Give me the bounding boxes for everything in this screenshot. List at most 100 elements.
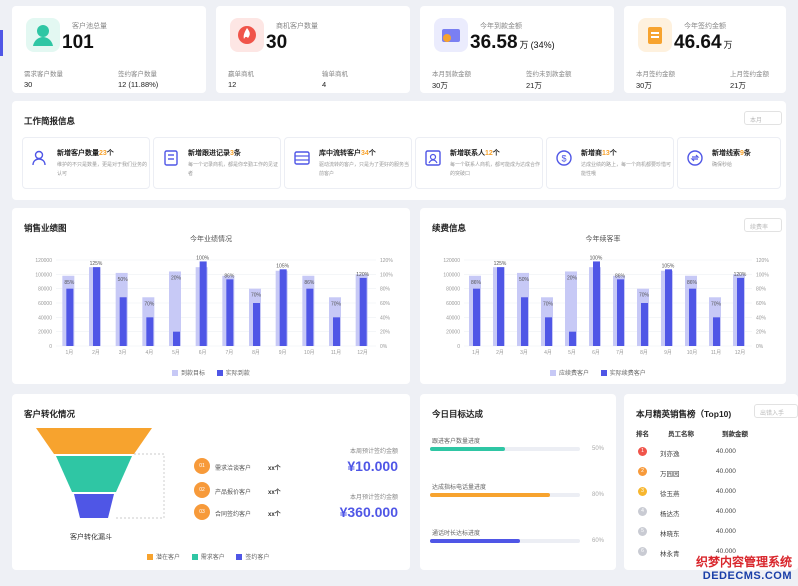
x-tick-label: 11月: [711, 350, 721, 356]
sync-icon: [687, 150, 703, 166]
sales-chart-panel: 销售业绩图 今年业绩情况 0 0% 20000 20% 40000 40% 60000 60%…: [12, 208, 410, 384]
work-item-title: 新增客户数量23个: [57, 150, 114, 157]
rank-medal-icon: 1: [638, 447, 647, 456]
funnel-stage-row: 02 产品报价客户 xx个: [194, 482, 304, 498]
renew-chart-panel: 续费信息 续费率 今年续客率 0 0% 20000 20% 40000 40% 60000 6…: [420, 208, 786, 384]
work-item-title: 新增线索9条: [712, 150, 751, 157]
rank-medal-icon: 2: [638, 467, 647, 476]
month-expected-amount: ¥360.000: [339, 504, 398, 520]
table-row[interactable]: 5 林晓东 40.000: [624, 522, 798, 542]
bar-actual: [119, 297, 127, 346]
data-label: 20%: [171, 275, 182, 281]
period-select[interactable]: 本月: [744, 111, 782, 125]
bar-actual: [689, 288, 696, 346]
kpi-sub-label: 需求客户数量: [24, 71, 63, 78]
kpi-title: 商机客户数量: [276, 23, 318, 30]
kpi-sub-value: 30: [24, 80, 33, 89]
y2-tick-label: 80%: [380, 287, 391, 293]
y2-tick-label: 100%: [380, 272, 393, 278]
y2-tick-label: 120%: [380, 258, 393, 264]
payment-amount: 40.000: [716, 548, 736, 555]
work-brief-panel: 工作简报信息 本月 新增客户数量23个 维护的不只是数量，更是对于我们业务的认可…: [12, 101, 786, 200]
data-label: 100%: [590, 255, 603, 261]
bar-target: [169, 271, 181, 346]
x-tick-label: 5月: [568, 350, 576, 356]
data-label: 125%: [90, 261, 103, 267]
chart-title: 今年续客率: [585, 236, 621, 243]
bar-target: [565, 271, 577, 346]
payment-amount: 40.000: [716, 468, 736, 475]
employee-name: 林永青: [660, 551, 680, 558]
data-label: 86%: [687, 280, 698, 286]
bar-actual: [173, 331, 180, 346]
work-item-title: 库中流转客户34个: [319, 150, 376, 157]
work-item-new-deals[interactable]: $ 新增商13个 达成业绩的路上，每一个商机都要珍惜可能性哦: [546, 137, 674, 189]
work-item-follow-records[interactable]: 新增跟进记录3条 每一个记录商机，都是你辛勤工作的见证者: [153, 137, 281, 189]
data-label: 70%: [144, 301, 155, 307]
x-tick-label: 1月: [472, 350, 480, 356]
kpi-title: 今年签约金额: [684, 23, 726, 30]
work-item-new-contacts[interactable]: 新增联系人12个 每一个联系人商机，都可能成为达成合作的突破口: [415, 137, 543, 189]
kpi-card-customer-pool: 客户池总量 101 需求客户数量 30 签约客户数量 12 (11.88%): [12, 6, 206, 93]
x-tick-label: 3月: [520, 350, 528, 356]
x-tick-label: 12月: [357, 350, 368, 356]
kpi-card-opportunity: 商机客户数量 30 赢单商机 12 输单商机 4: [216, 6, 410, 93]
section-title: 工作简报信息: [24, 116, 76, 126]
data-label: 50%: [519, 277, 530, 283]
kpi-value: 101: [62, 32, 94, 53]
funnel-stage-row: 03 合同签约客户 xx个: [194, 504, 304, 520]
employee-name: 杨达杰: [660, 511, 680, 518]
bar-actual: [199, 261, 207, 346]
x-tick-label: 12月: [735, 350, 746, 356]
work-item-new-leads[interactable]: 新增线索9条 确保秒给: [677, 137, 781, 189]
wallet-icon: [434, 18, 468, 52]
x-tick-label: 5月: [172, 350, 180, 356]
table-row[interactable]: 3 徐玉燕 40.000: [624, 482, 798, 502]
y-tick-label: 80000: [38, 287, 52, 293]
chart-legend: 到款目标 实际到款: [162, 368, 250, 377]
payment-amount: 40.000: [716, 508, 736, 515]
kpi-title: 客户池总量: [72, 23, 107, 30]
rank-medal-icon: 5: [638, 527, 647, 536]
table-row[interactable]: 1 刘亦逸 40.000: [624, 442, 798, 462]
x-tick-label: 9月: [279, 350, 287, 356]
bar-actual: [641, 303, 648, 346]
x-tick-label: 10月: [687, 350, 698, 356]
work-item-title: 新增联系人12个: [450, 150, 500, 157]
payment-amount: 40.000: [716, 448, 736, 455]
chart-title: 今年业绩情况: [190, 236, 232, 243]
ranking-select[interactable]: 出错入手: [754, 404, 798, 418]
bar-actual: [665, 269, 672, 346]
work-item-flow-customers[interactable]: 库中流转客户34个 驱动流转的客户，只是为了更好的服务当前客户: [284, 137, 412, 189]
table-row[interactable]: 4 杨达杰 40.000: [624, 502, 798, 522]
x-tick-label: 8月: [640, 350, 648, 356]
data-label: 105%: [276, 263, 289, 269]
x-tick-label: 6月: [592, 350, 600, 356]
bar-actual: [713, 317, 720, 346]
kpi-sub-value: 4: [322, 80, 327, 89]
bar-actual: [306, 288, 314, 346]
conversion-panel: 客户转化情况 客户转化漏斗 01 需求洽谈客户 xx个 02 产品报价客户 xx…: [12, 394, 410, 570]
kpi-value: 46.64 万: [674, 32, 733, 53]
renew-select[interactable]: 续费率: [744, 218, 782, 232]
data-label: 70%: [711, 301, 722, 307]
y2-tick-label: 80%: [756, 287, 767, 293]
x-tick-label: 3月: [119, 350, 127, 356]
kpi-sub-label: 本月签约金额: [636, 71, 675, 78]
fire-icon: [230, 18, 264, 52]
table-row[interactable]: 6 林永青 40.000: [624, 542, 798, 562]
table-row[interactable]: 2 万园园 40.000: [624, 462, 798, 482]
work-item-new-customers[interactable]: 新增客户数量23个 维护的不只是数量，更是对于我们业务的认可: [22, 137, 150, 189]
goal-label: 通话时长达标进度: [432, 531, 481, 537]
kpi-sub-value: 12 (11.88%): [118, 80, 159, 89]
kpi-sub-label: 签约客户数量: [118, 71, 157, 78]
work-item-desc: 维护的不只是数量，更是对于我们业务的认可: [57, 162, 148, 177]
kpi-card-payment: 今年到款金额 36.58 万 (34%) 本月到款金额 30万 签约未到款金额 21…: [420, 6, 614, 93]
funnel-legend: 潜在客户 需求客户 签约客户: [137, 552, 269, 561]
user-add-icon: [32, 150, 46, 166]
bar-actual: [473, 288, 480, 346]
data-label: 70%: [251, 293, 262, 299]
goal-percent: 60%: [592, 538, 605, 544]
bar-actual: [569, 331, 576, 346]
nav-active-indicator: [0, 30, 3, 56]
